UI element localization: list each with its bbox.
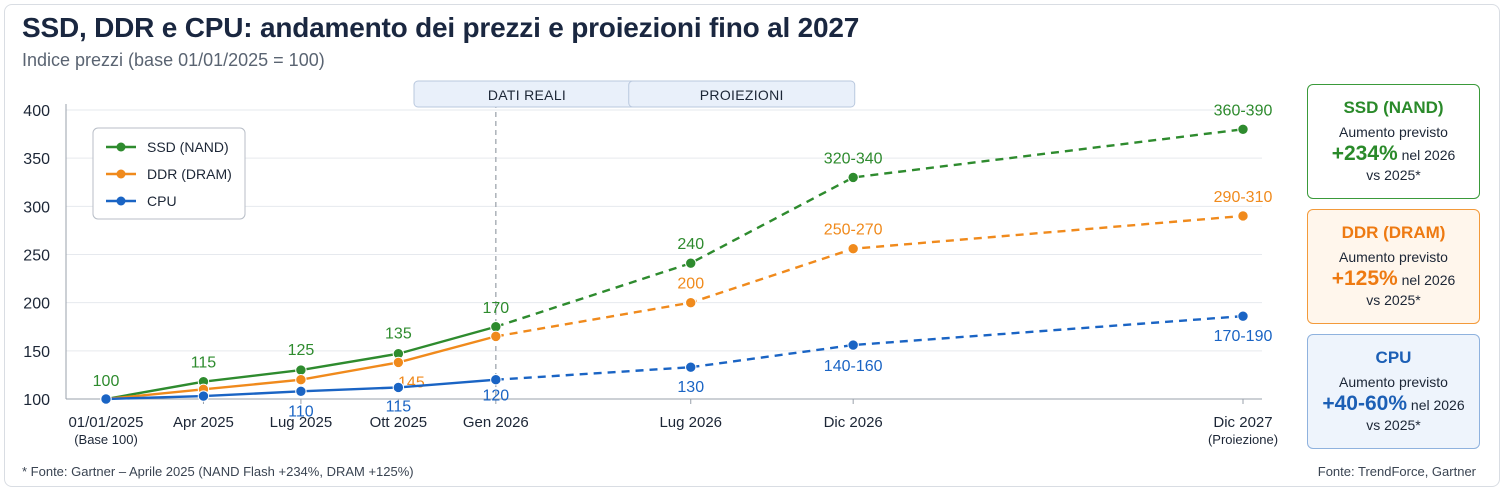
legend-swatch-dot: [116, 142, 126, 152]
card-comparison: vs 2025*: [1366, 167, 1421, 183]
data-label: 125: [288, 342, 315, 359]
x-tick-label: Gen 2026: [463, 414, 529, 431]
card-value-suffix: nel 2026: [1407, 397, 1465, 413]
data-label: 110: [288, 403, 314, 420]
region-label-projection-box: [628, 80, 856, 108]
data-label: 240: [677, 236, 704, 253]
x-tick-label: Apr 2025: [173, 414, 234, 431]
ssd-summary-card: SSD (NAND) Aumento previsto +234% nel 20…: [1307, 84, 1480, 199]
card-value: +125%: [1331, 267, 1398, 290]
x-tick-label: Lug 2025: [270, 414, 333, 431]
y-tick-label: 200: [23, 296, 50, 313]
card-value-line: +125% nel 2026: [1308, 267, 1479, 291]
data-point: [490, 374, 502, 386]
data-label: 120: [482, 388, 509, 405]
card-subtitle: Aumento previsto: [1339, 249, 1448, 265]
y-tick-label: 400: [23, 103, 50, 120]
x-tick-label: Lug 2026: [659, 414, 722, 431]
chart-frame: [4, 4, 1500, 487]
legend-entry: DDR (DRAM): [147, 166, 232, 182]
region-label-projection: PROIEZIONI: [700, 87, 784, 103]
card-value-suffix: nel 2026: [1397, 272, 1456, 288]
card-title: DDR (DRAM): [1341, 223, 1446, 242]
cpu-summary-card: CPU Aumento previsto +40-60% nel 2026 vs…: [1307, 334, 1480, 449]
data-point: [295, 385, 307, 397]
data-point: [490, 321, 502, 333]
ddr-summary-card: DDR (DRAM) Aumento previsto +125% nel 20…: [1307, 209, 1480, 324]
card-value-line: +40-60% nel 2026: [1308, 392, 1479, 416]
data-label: 100: [93, 373, 120, 390]
data-point: [1237, 310, 1249, 322]
data-label: 200: [677, 276, 704, 293]
legend-entry: SSD (NAND): [147, 139, 229, 155]
x-tick-label: Dic 2026: [824, 414, 883, 431]
data-label: 115: [386, 398, 412, 415]
card-value-line: +234% nel 2026: [1308, 142, 1479, 166]
y-tick-label: 350: [23, 151, 50, 168]
data-label: 130: [677, 379, 704, 396]
data-point: [847, 171, 859, 184]
x-tick-label: 01/01/2025: [68, 414, 143, 431]
y-tick-label: 250: [23, 248, 50, 265]
data-point: [685, 257, 697, 269]
card-subtitle: Aumento previsto: [1339, 124, 1448, 140]
data-label: 360-390: [1214, 102, 1273, 119]
x-tick-label: Ott 2025: [370, 414, 428, 431]
data-point: [392, 356, 405, 369]
series-line-projection: [495, 214, 1244, 338]
data-point: [100, 393, 112, 405]
legend-box: [92, 127, 246, 220]
card-value-suffix: nel 2026: [1397, 147, 1456, 163]
source-note: Fonte: TrendForce, Gartner: [1317, 464, 1476, 479]
data-label: 140-160: [824, 358, 883, 375]
y-tick-label: 100: [23, 392, 50, 409]
x-tick-label: Dic 2027: [1213, 414, 1272, 431]
card-title: CPU: [1375, 348, 1412, 367]
region-label-actual: DATI REALI: [488, 87, 566, 103]
card-value: +40-60%: [1322, 392, 1408, 415]
data-label: 290-310: [1214, 189, 1273, 206]
data-point: [490, 330, 502, 343]
data-point: [847, 243, 859, 255]
data-point: [295, 364, 307, 376]
card-value: +234%: [1331, 142, 1398, 165]
data-label: 170: [482, 300, 509, 317]
data-point: [295, 374, 307, 386]
legend-swatch-dot: [116, 196, 126, 206]
card-comparison: vs 2025*: [1366, 417, 1421, 433]
data-label: 115: [191, 355, 217, 372]
data-label: 250-270: [824, 222, 883, 239]
card-comparison: vs 2025*: [1366, 292, 1421, 308]
chart-subtitle: Indice prezzi (base 01/01/2025 = 100): [22, 50, 325, 70]
data-point: [392, 381, 405, 394]
data-point: [847, 339, 859, 351]
card-title: SSD (NAND): [1343, 98, 1444, 117]
data-label: 135: [385, 326, 412, 343]
data-point: [685, 361, 697, 373]
card-subtitle: Aumento previsto: [1339, 374, 1448, 390]
data-point: [197, 390, 210, 402]
x-tick-sublabel: (Proiezione): [1208, 432, 1278, 447]
data-point: [1237, 123, 1249, 135]
legend-entry: CPU: [147, 193, 177, 209]
footnote: * Fonte: Gartner – Aprile 2025 (NAND Fla…: [22, 464, 414, 479]
data-label: 170-190: [1214, 328, 1273, 345]
data-point: [1237, 210, 1249, 222]
chart-title: SSD, DDR e CPU: andamento dei prezzi e p…: [22, 12, 860, 43]
data-point: [685, 296, 697, 309]
data-label: 320-340: [824, 150, 883, 167]
y-tick-label: 150: [23, 344, 50, 361]
y-tick-label: 300: [23, 199, 50, 216]
x-tick-sublabel: (Base 100): [74, 432, 138, 447]
series-line-projection: [495, 128, 1244, 328]
legend-swatch-dot: [116, 169, 126, 179]
